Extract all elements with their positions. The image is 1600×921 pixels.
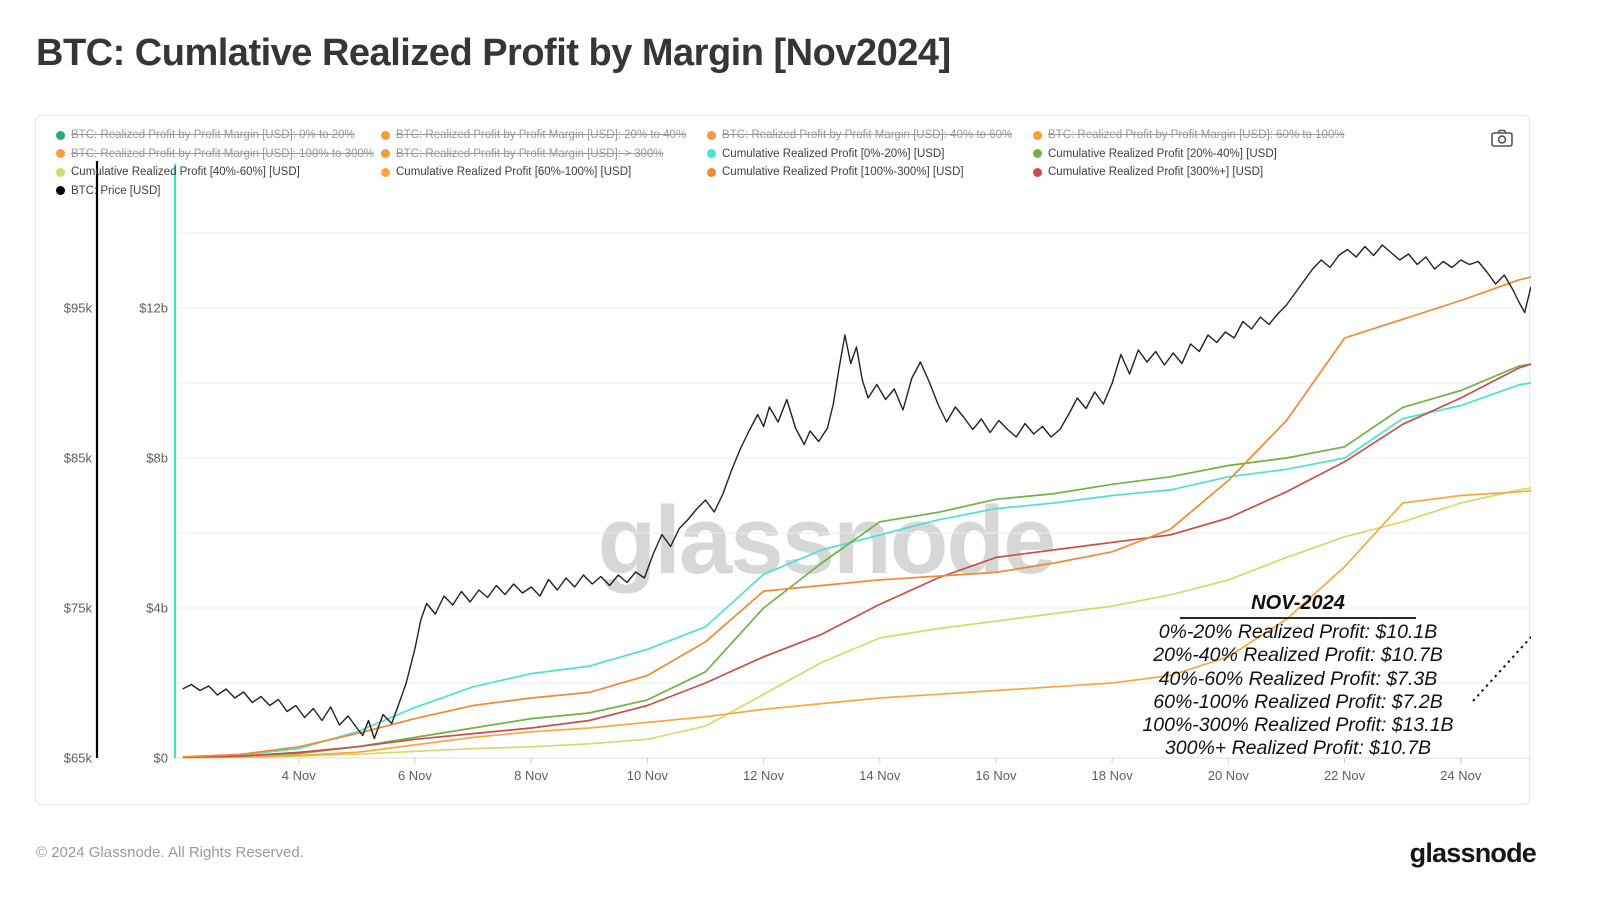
usd-tick-label: $12b	[139, 300, 168, 316]
price-tick-label: $95k	[63, 300, 92, 316]
price-tick-label: $85k	[63, 450, 92, 466]
chart-canvas[interactable]	[36, 116, 1531, 806]
legend-label: Cumulative Realized Profit [300%+] [USD]	[1048, 166, 1264, 178]
series-line	[182, 276, 1531, 758]
annotation-line: 300%+ Realized Profit: $10.7B	[1164, 737, 1432, 760]
footer-brand-logo: glassnode	[1409, 838, 1537, 868]
usd-tick-label: $0	[153, 750, 168, 766]
page-title: BTC: Cumlative Realized Profit by Margin…	[36, 32, 951, 74]
price-tick-label: $65k	[63, 750, 92, 766]
legend-dot-icon	[56, 130, 65, 140]
camera-icon[interactable]	[1491, 129, 1513, 147]
annotation-line: 100%-300% Realized Profit: $13.1B	[1142, 714, 1454, 737]
legend-dot-icon	[381, 149, 390, 158]
legend-item[interactable]: Cumulative Realized Profit [60%-100%] [U…	[381, 165, 631, 179]
legend: BTC: Realized Profit by Profit Margin [U…	[36, 116, 1529, 206]
legend-dot-icon	[707, 149, 716, 158]
legend-dot-icon	[1033, 149, 1042, 158]
series-line	[182, 363, 1531, 759]
price-tick-label: $75k	[63, 600, 92, 616]
annotation-connector	[1472, 635, 1531, 702]
legend-label: BTC: Realized Profit by Profit Margin [U…	[396, 147, 664, 160]
legend-dot-icon	[707, 167, 716, 177]
legend-item[interactable]: BTC: Realized Profit by Profit Margin [U…	[1033, 128, 1345, 142]
x-tick-label: 8 Nov	[514, 768, 549, 783]
x-tick-label: 22 Nov	[1323, 768, 1366, 783]
legend-item[interactable]: BTC: Realized Profit by Profit Margin [U…	[56, 147, 374, 161]
annotation-box: NOV-2024 0%-20% Realized Profit: $10.1B 2…	[1118, 592, 1478, 760]
legend-label: BTC: Realized Profit by Profit Margin [U…	[1048, 129, 1345, 141]
legend-dot-icon	[56, 167, 65, 177]
legend-item[interactable]: BTC: Realized Profit by Profit Margin [U…	[707, 128, 1012, 142]
x-tick-label: 10 Nov	[626, 768, 668, 783]
legend-label: Cumulative Realized Profit [60%-100%] [U…	[396, 166, 632, 178]
usd-tick-label: $4b	[146, 600, 168, 616]
plot-area[interactable]: glassnode $95k $85k $75k $65k $12b $8b $4b $0 4…	[36, 116, 1531, 806]
legend-label: BTC: Realized Profit by Profit Margin [U…	[71, 129, 355, 141]
legend-label: Cumulative Realized Profit [20%-40%] [US…	[1048, 147, 1277, 160]
legend-label: BTC: Price [USD]	[71, 184, 161, 197]
x-tick-label: 4 Nov	[281, 768, 316, 783]
x-tick-label: 18 Nov	[1091, 768, 1133, 783]
legend-dot-icon	[1033, 167, 1042, 177]
legend-item[interactable]: BTC: Price [USD]	[56, 184, 160, 198]
annotation-line: 40%-60% Realized Profit: $7.3B	[1158, 667, 1438, 690]
legend-dot-icon	[56, 149, 65, 158]
legend-dot-icon	[707, 130, 716, 140]
x-tick-label: 12 Nov	[742, 768, 785, 783]
series-line	[182, 487, 1531, 759]
footer-copyright: © 2024 Glassnode. All Rights Reserved.	[36, 844, 304, 861]
annotation-line: 20%-40% Realized Profit: $10.7B	[1153, 644, 1443, 667]
x-tick-label: 20 Nov	[1207, 768, 1249, 783]
legend-label: BTC: Realized Profit by Profit Margin [U…	[71, 147, 374, 160]
annotation-title: NOV-2024	[1180, 592, 1416, 620]
legend-label: Cumulative Realized Profit [100%-300%] […	[722, 166, 964, 178]
legend-dot-icon	[56, 186, 65, 195]
legend-dot-icon	[1033, 130, 1042, 140]
legend-item[interactable]: Cumulative Realized Profit [100%-300%] […	[707, 165, 964, 179]
series-line	[182, 363, 1531, 759]
legend-label: Cumulative Realized Profit [0%-20%] [USD…	[722, 147, 945, 160]
usd-tick-label: $8b	[146, 450, 168, 466]
legend-item[interactable]: Cumulative Realized Profit [20%-40%] [US…	[1033, 147, 1277, 161]
x-tick-label: 6 Nov	[397, 768, 432, 783]
legend-dot-icon	[381, 130, 390, 140]
legend-item[interactable]: BTC: Realized Profit by Profit Margin [U…	[56, 128, 355, 142]
price-line	[182, 244, 1531, 740]
legend-item[interactable]: BTC: Realized Profit by Profit Margin [U…	[381, 147, 663, 161]
legend-label: BTC: Realized Profit by Profit Margin [U…	[396, 129, 687, 141]
legend-item[interactable]: Cumulative Realized Profit [0%-20%] [USD…	[707, 147, 944, 161]
legend-item[interactable]: BTC: Realized Profit by Profit Margin [U…	[381, 128, 686, 142]
legend-item[interactable]: Cumulative Realized Profit [300%+] [USD]	[1033, 165, 1263, 179]
legend-label: Cumulative Realized Profit [40%-60%] [US…	[71, 166, 300, 178]
legend-item[interactable]: Cumulative Realized Profit [40%-60%] [US…	[56, 165, 300, 179]
annotation-line: 0%-20% Realized Profit: $10.1B	[1158, 621, 1438, 644]
series-line	[182, 382, 1531, 759]
annotation-line: 60%-100% Realized Profit: $7.2B	[1153, 690, 1443, 713]
legend-dot-icon	[381, 167, 390, 177]
chart-card: glassnode $95k $85k $75k $65k $12b $8b $4b $0 4…	[35, 115, 1531, 806]
x-tick-label: 14 Nov	[859, 768, 901, 783]
legend-label: BTC: Realized Profit by Profit Margin [U…	[722, 129, 1013, 141]
x-tick-label: 24 Nov	[1440, 768, 1482, 783]
series-line	[182, 489, 1531, 759]
x-tick-label: 16 Nov	[975, 768, 1017, 783]
